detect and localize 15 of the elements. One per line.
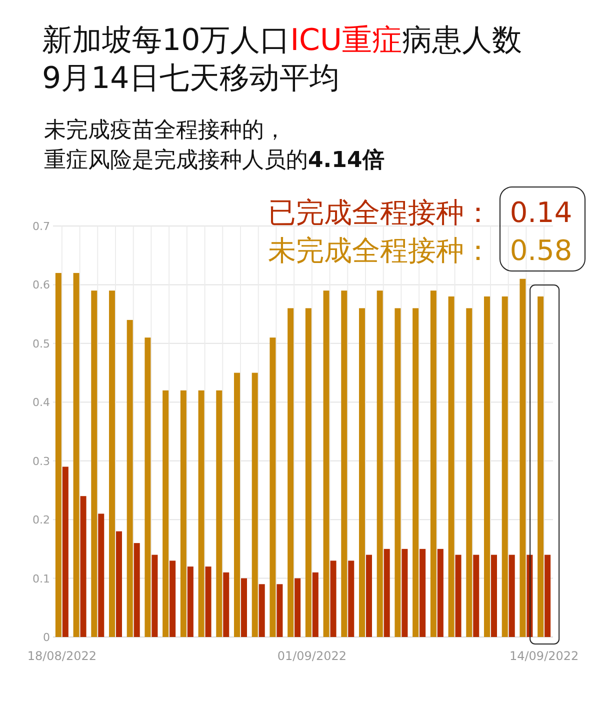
x-tick-label: 01/09/2022 [277,649,347,663]
y-tick-label: 0.3 [32,454,50,468]
subtitle: 未完成疫苗全程接种的，重症风险是完成接种人员的4.14倍 [44,118,384,173]
x-tick-label: 18/08/2022 [27,649,97,663]
y-tick-label: 0.4 [32,396,50,410]
y-tick-label: 0.2 [32,514,50,527]
legend: 已完成全程接种： 未完成全程接种： [268,196,492,267]
y-tick-label: 0.7 [32,220,50,233]
y-tick-label: 0.1 [32,572,50,586]
y-tick-label: 0 [43,631,50,644]
annotation: 0.14 [510,196,572,229]
annotation: 0.58 [510,234,572,267]
y-tick-label: 0.5 [32,337,50,350]
y-tick-label: 0.6 [32,278,50,292]
x-tick-label: 14/09/2022 [509,649,579,663]
